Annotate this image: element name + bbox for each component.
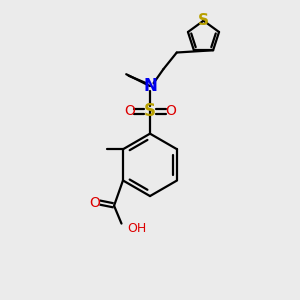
Text: O: O: [89, 196, 100, 210]
Text: O: O: [165, 104, 176, 118]
Text: S: S: [144, 102, 156, 120]
Text: N: N: [143, 77, 157, 95]
Text: OH: OH: [127, 222, 146, 235]
Text: S: S: [198, 13, 209, 28]
Text: O: O: [124, 104, 135, 118]
